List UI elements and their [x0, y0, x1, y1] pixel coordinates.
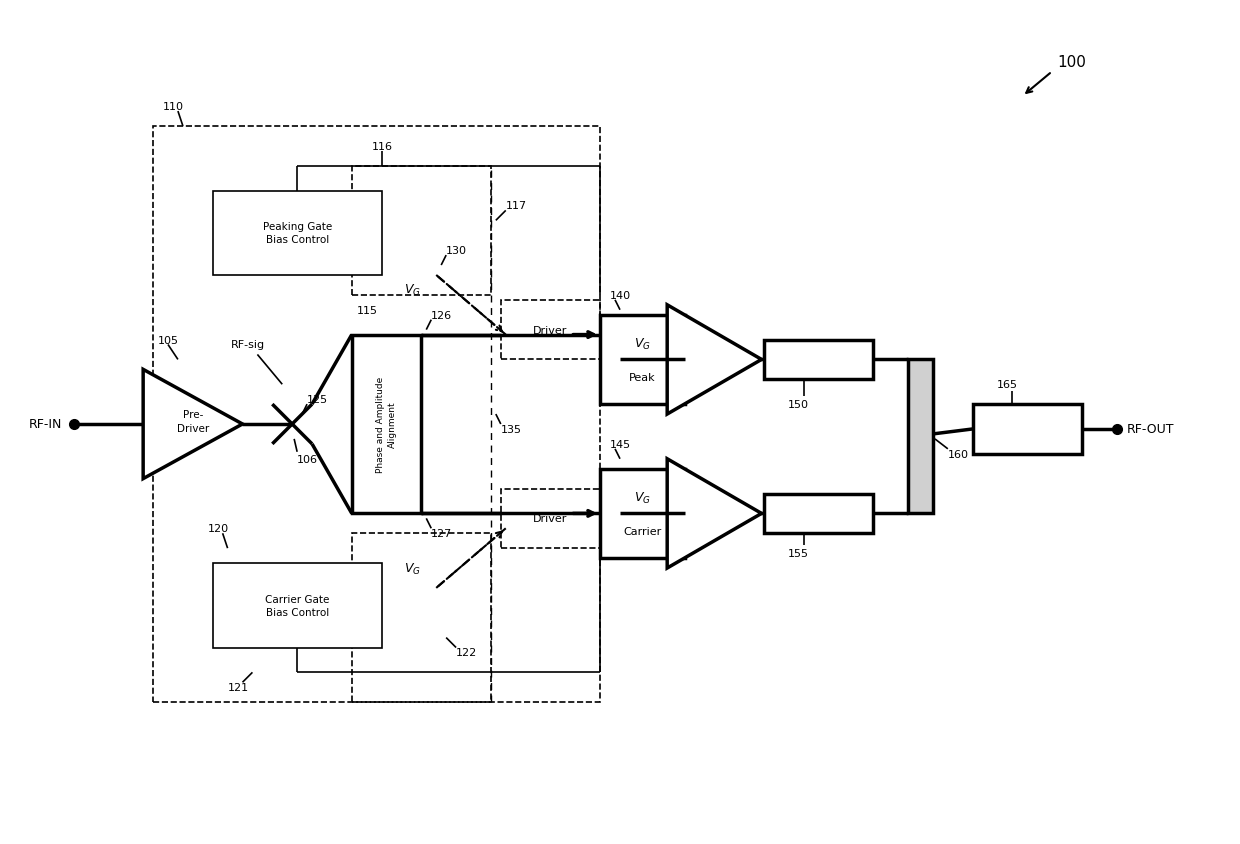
Bar: [352, 166, 491, 295]
Text: 120: 120: [208, 523, 229, 533]
Text: 122: 122: [456, 647, 477, 657]
Text: 165: 165: [997, 380, 1018, 390]
Text: Carrier Gate
Bias Control: Carrier Gate Bias Control: [265, 594, 330, 617]
Text: 121: 121: [228, 683, 249, 692]
Text: $V_G$: $V_G$: [634, 337, 651, 351]
Text: 125: 125: [308, 395, 329, 404]
Text: 115: 115: [357, 306, 378, 316]
Text: Phase and Amplitude
Alignment: Phase and Amplitude Alignment: [376, 376, 397, 473]
Polygon shape: [143, 370, 243, 479]
Text: 130: 130: [446, 246, 467, 256]
Bar: [352, 533, 491, 702]
Text: 135: 135: [501, 425, 522, 435]
Text: 105: 105: [157, 335, 179, 345]
Bar: [501, 489, 600, 549]
Bar: [764, 494, 873, 533]
Bar: [600, 316, 684, 404]
Text: RF-OUT: RF-OUT: [1127, 423, 1174, 436]
Bar: [213, 564, 382, 647]
Bar: [600, 469, 684, 559]
Text: Driver: Driver: [533, 325, 568, 335]
Bar: [764, 340, 873, 380]
Text: Pre-
Driver: Pre- Driver: [177, 410, 210, 433]
Text: RF-sig: RF-sig: [231, 340, 264, 350]
Text: 106: 106: [298, 454, 319, 464]
Text: Peak: Peak: [629, 373, 656, 383]
Text: $V_G$: $V_G$: [634, 490, 651, 506]
Text: 140: 140: [610, 290, 631, 300]
Text: 127: 127: [432, 528, 453, 538]
Text: Peaking Gate
Bias Control: Peaking Gate Bias Control: [263, 222, 332, 245]
Bar: [908, 360, 932, 514]
Text: 117: 117: [506, 201, 527, 211]
Text: 126: 126: [432, 311, 453, 321]
Bar: [352, 335, 422, 514]
Text: 110: 110: [162, 102, 184, 112]
Text: 116: 116: [372, 142, 393, 152]
Text: $V_G$: $V_G$: [404, 560, 422, 576]
Text: 100: 100: [1058, 55, 1086, 70]
Bar: [501, 300, 600, 360]
Bar: [153, 127, 600, 702]
Text: RF-IN: RF-IN: [29, 418, 62, 431]
Text: Carrier: Carrier: [624, 527, 661, 537]
Text: 155: 155: [789, 549, 810, 559]
Text: 150: 150: [789, 400, 810, 409]
Polygon shape: [667, 306, 761, 414]
Text: 145: 145: [610, 440, 631, 449]
Text: 160: 160: [947, 449, 968, 459]
Bar: [972, 404, 1083, 454]
Text: Driver: Driver: [533, 514, 568, 524]
Bar: [213, 192, 382, 276]
Polygon shape: [667, 459, 761, 568]
Text: $V_G$: $V_G$: [404, 283, 422, 298]
